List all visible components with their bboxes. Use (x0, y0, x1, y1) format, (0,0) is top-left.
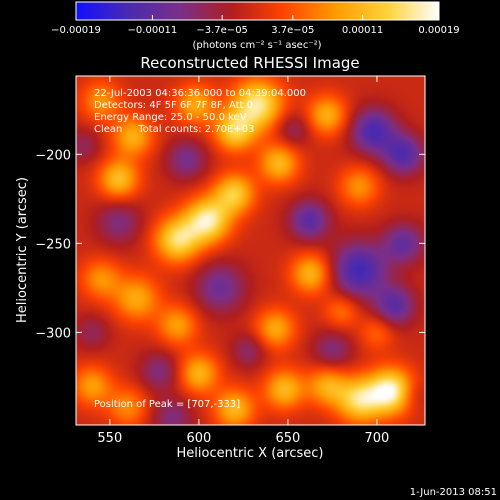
heatmap-image (76, 76, 425, 425)
colorbar-ticks: −0.00019 −0.00011 −3.7e−05 3.7e−05 0.00011 0.… (51, 15, 460, 36)
info-annotations: 22-Jul-2003 04:36:36.000 to 04:39:04.000… (94, 88, 306, 410)
chart-title: Reconstructed RHESSI Image (140, 54, 359, 72)
annotation-peak: Position of Peak = [707,-333] (94, 399, 240, 410)
colorbar-tick-label: −0.00011 (128, 25, 178, 36)
colorbar-unit-label: (photons cm⁻² s⁻¹ asec⁻²) (192, 40, 321, 51)
x-tick-label: 600 (186, 431, 211, 446)
annotation-energy: Energy Range: 25.0 - 50.0 keV (94, 112, 247, 123)
y-tick-label: −200 (35, 148, 71, 163)
annotation-time-range: 22-Jul-2003 04:36:36.000 to 04:39:04.000 (94, 88, 306, 99)
colorbar-tick-label: −3.7e−05 (196, 25, 248, 36)
colorbar: −0.00019 −0.00011 −3.7e−05 3.7e−05 0.00011 0.… (51, 1, 460, 51)
colorbar-tick-label: 0.00011 (342, 25, 383, 36)
y-tick-label: −250 (35, 237, 71, 252)
x-tick-label: 700 (365, 431, 390, 446)
x-tick-label: 550 (97, 431, 122, 446)
x-axis-label: Heliocentric X (arcsec) (177, 446, 324, 461)
y-tick-label: −300 (35, 326, 71, 341)
annotation-detectors: Detectors: 4F 5F 6F 7F 8F, Att 0 (94, 100, 253, 111)
plot-timestamp: 1-Jun-2013 08:51 (410, 487, 497, 498)
y-axis-ticks: −200 −250 −300 (35, 148, 425, 341)
colorbar-tick-label: −0.00019 (51, 25, 101, 36)
plot-frame (75, 75, 426, 426)
colorbar-tick-label: 3.7e−05 (271, 25, 314, 36)
colorbar-gradient (75, 1, 440, 21)
x-axis-ticks: 550 600 650 700 (97, 76, 389, 446)
x-tick-label: 650 (275, 431, 300, 446)
colorbar-tick-label: 0.00019 (418, 25, 459, 36)
y-axis-label: Heliocentric Y (arcsec) (15, 177, 30, 323)
annotation-clean: Clean Total counts: 2.70E+03 (94, 124, 254, 135)
